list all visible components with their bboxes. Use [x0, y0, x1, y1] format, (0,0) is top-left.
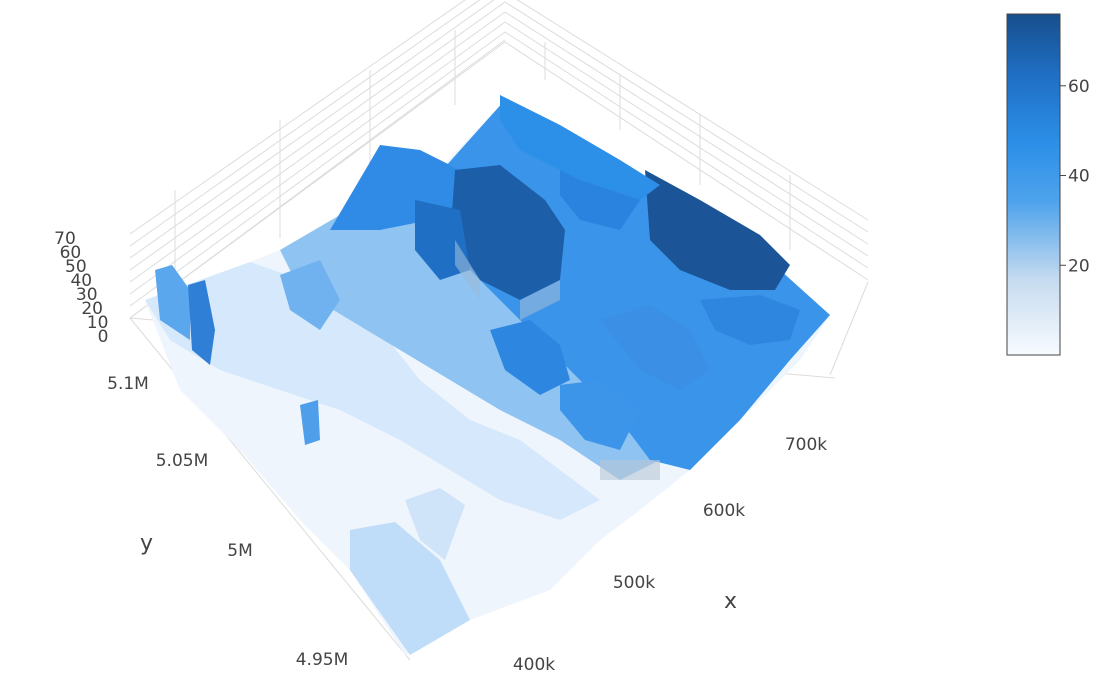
- x-tick-label: 500k: [613, 573, 655, 593]
- x-tick-label: 700k: [785, 435, 827, 455]
- surface-patch: [405, 488, 465, 560]
- y-tick-label: 4.95M: [296, 650, 349, 670]
- z-tick-label: 40: [70, 271, 92, 291]
- colorbar-ticks: 20 40 60: [1060, 77, 1090, 276]
- surface-wall: [520, 280, 560, 320]
- z-tick-label: 70: [54, 229, 76, 249]
- x-axis-ticks: 400k 500k 600k 700k: [513, 435, 827, 675]
- colorbar-tick-label: 20: [1068, 256, 1090, 276]
- z-tick-label: 0: [98, 327, 109, 347]
- surface-patch: [145, 262, 600, 520]
- surface-peak: [645, 170, 790, 290]
- surface-patch: [560, 380, 640, 450]
- z-tick-label: 50: [65, 257, 87, 277]
- colorbar-gradient: [1006, 13, 1061, 356]
- y-axis-ticks: 4.95M 5M 5.05M 5.1M: [107, 374, 348, 670]
- z-tick-label: 60: [60, 243, 82, 263]
- surface-spike: [155, 265, 190, 340]
- surface-peak: [450, 165, 565, 300]
- x-tick-label: 600k: [703, 501, 745, 521]
- colorbar-tick-label: 40: [1068, 167, 1090, 187]
- surface-spike: [300, 400, 320, 445]
- z-tick-label: 10: [87, 313, 109, 333]
- surface-spike: [280, 260, 340, 330]
- surface-patch: [600, 305, 710, 390]
- surface-patch: [700, 295, 800, 345]
- surface-peak: [500, 95, 660, 200]
- surface-mesh: [145, 95, 830, 655]
- surface-wall: [600, 460, 660, 480]
- y-axis-title: y: [140, 531, 153, 556]
- colorbar-tick-label: 60: [1068, 77, 1090, 97]
- surface-patch: [350, 522, 470, 655]
- x-axis-title: x: [724, 589, 737, 614]
- axis-grid: [129, 0, 869, 661]
- z-tick-label: 20: [81, 299, 103, 319]
- surface-spike: [188, 280, 215, 365]
- z-tick-label: 30: [76, 285, 98, 305]
- x-tick-label: 400k: [513, 655, 555, 675]
- surface-wall: [455, 240, 480, 300]
- surface-patch: [490, 320, 570, 395]
- y-tick-label: 5M: [227, 541, 252, 561]
- y-tick-label: 5.05M: [156, 451, 209, 471]
- colorbar: 20 40 60: [1006, 13, 1090, 356]
- y-tick-label: 5.1M: [107, 374, 149, 394]
